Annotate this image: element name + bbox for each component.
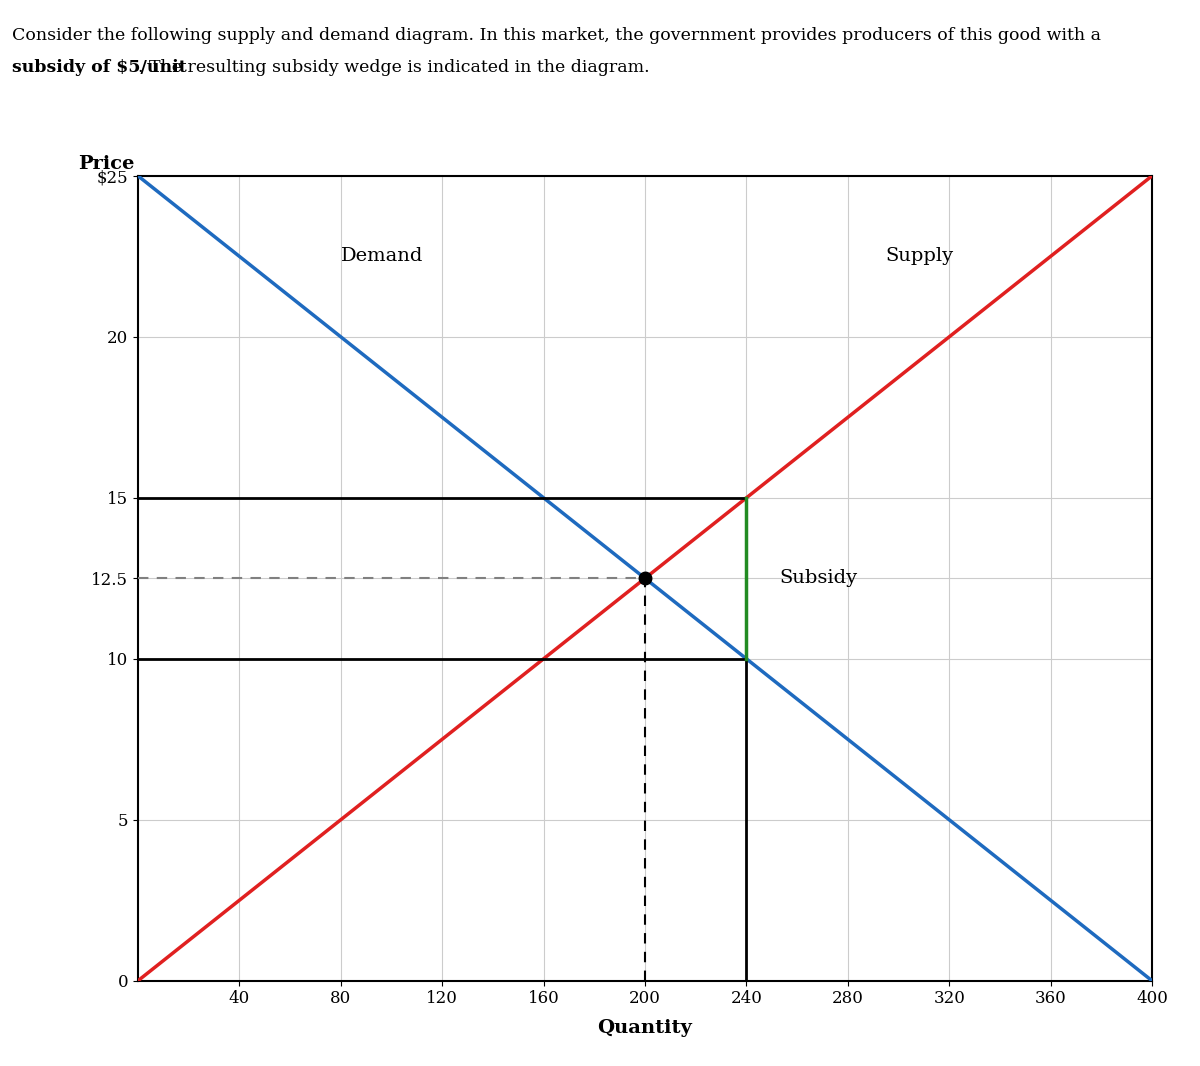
Text: Consider the following supply and demand diagram. In this market, the government: Consider the following supply and demand… xyxy=(12,27,1102,44)
Text: Subsidy: Subsidy xyxy=(779,569,858,587)
Text: Supply: Supply xyxy=(886,247,954,265)
X-axis label: Quantity: Quantity xyxy=(598,1018,692,1036)
Text: Price: Price xyxy=(78,155,134,173)
Text: Demand: Demand xyxy=(341,247,424,265)
Text: . The resulting subsidy wedge is indicated in the diagram.: . The resulting subsidy wedge is indicat… xyxy=(138,59,649,76)
Text: subsidy of $5/unit: subsidy of $5/unit xyxy=(12,59,187,76)
